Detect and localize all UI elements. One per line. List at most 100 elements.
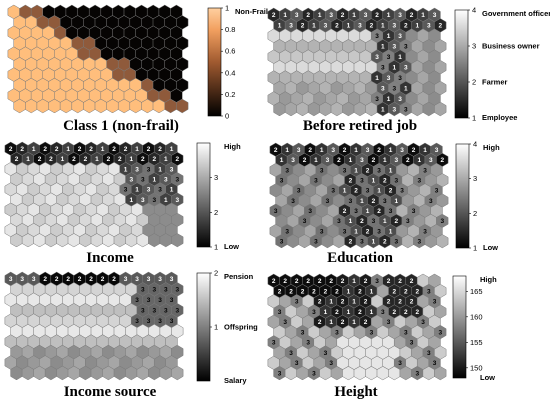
hex-cell-number: 2 xyxy=(118,156,122,163)
hex-cell-number: 2 xyxy=(377,208,381,215)
colorbar-tick-label: 160 xyxy=(470,312,483,321)
hex-cell-number: 3 xyxy=(404,44,408,51)
hex-cell-number: 3 xyxy=(326,157,330,164)
hex-cell-number: 3 xyxy=(360,178,364,185)
hex-cell-number: 3 xyxy=(283,319,287,326)
colorbar-tick-label: 4 xyxy=(472,6,476,15)
hex-cell-number: 2 xyxy=(343,147,347,154)
hex-cell-number: 2 xyxy=(389,188,393,195)
hex-cell-number: 1 xyxy=(366,208,370,215)
hex-cell-number: 3 xyxy=(141,197,145,204)
hex-cell-number: 2 xyxy=(124,146,128,153)
hex-cell-number: 3 xyxy=(331,188,335,195)
hex-cell-number: 3 xyxy=(440,218,444,225)
panel-title-income-source: Income source xyxy=(64,384,157,400)
colorbar-tick-label: 165 xyxy=(470,287,483,296)
hex-cell-number: 3 xyxy=(32,276,36,283)
hex-cell-number: 2 xyxy=(274,147,278,154)
hex-cell-number: 2 xyxy=(43,276,47,283)
hex-cell-number: 3 xyxy=(135,166,139,173)
hex-cell-number: 1 xyxy=(354,147,358,154)
colorbar-tick-label: 0.4 xyxy=(225,68,235,77)
hex-cell-number: 2 xyxy=(412,147,416,154)
colorbar-gradient xyxy=(454,9,469,119)
hex-cell-number: 2 xyxy=(289,288,293,295)
hex-cell-number: 2 xyxy=(387,278,391,285)
hex-cell-number: 3 xyxy=(398,12,402,19)
hex-cell-number: 3 xyxy=(404,65,408,72)
hexgrid-job: 2 1 3 2 1 3 2 1 3 2 1 3 2 1 31 3 2 1 3 2 1 3 2 1 3 2 1 3 23 1 31 3 33 3 13… xyxy=(267,7,447,117)
hex-cell-number: 3 xyxy=(383,198,387,205)
hex-cell-number: 2 xyxy=(283,278,287,285)
hex-cell-number: 2 xyxy=(38,156,42,163)
colorbar-tick-label: 3 xyxy=(473,174,477,183)
colorbar-tick-label: 0.8 xyxy=(225,25,235,34)
hex-cell-number: 2 xyxy=(295,278,299,285)
hex-cell-number: 3 xyxy=(312,370,316,377)
hex-cell-number: 3 xyxy=(427,23,431,30)
hex-cell-number: 2 xyxy=(301,288,305,295)
hex-cell-number: 3 xyxy=(398,360,402,367)
hex-cell-number: 2 xyxy=(337,157,341,164)
hex-cell-number: 2 xyxy=(410,299,414,306)
hex-cell-number: 1 xyxy=(383,218,387,225)
panel-job: 2 1 3 2 1 3 2 1 3 2 1 3 2 1 31 3 2 1 3 2 1 3 2 1 3 2 1 3 23 1 31 3 33 3 13… xyxy=(267,6,550,134)
hex-cell-number: 1 xyxy=(349,157,353,164)
hex-cell-number: 3 xyxy=(170,297,174,304)
hex-cell-number: 2 xyxy=(410,278,414,285)
hex-cell-number: 2 xyxy=(341,299,345,306)
hex-cell-number: 1 xyxy=(329,319,333,326)
hex-cell-number: 3 xyxy=(147,297,151,304)
hex-cell-number: 2 xyxy=(375,12,379,19)
hex-cell-number: 2 xyxy=(394,218,398,225)
hex-cell-number: 3 xyxy=(278,309,282,316)
hex-cell-number: 3 xyxy=(285,228,289,235)
hex-cell-number: 3 xyxy=(158,297,162,304)
hex-cell-number: 1 xyxy=(135,187,139,194)
som-hex-cell xyxy=(434,101,447,117)
hex-cell-number: 3 xyxy=(423,167,427,174)
colorbar-tick-label: 0.6 xyxy=(225,47,235,56)
hex-cell-number: 2 xyxy=(324,288,328,295)
hex-cell-number: 1 xyxy=(158,166,162,173)
colorbar-gradient xyxy=(207,7,222,117)
hex-cell-number: 1 xyxy=(417,157,421,164)
hex-cell-number: 3 xyxy=(400,147,404,154)
hex-cell-number: 2 xyxy=(101,276,105,283)
hex-cell-number: 2 xyxy=(404,309,408,316)
hex-cell-number: 2 xyxy=(366,228,370,235)
hex-cell-number: 3 xyxy=(394,178,398,185)
hex-cell-number: 3 xyxy=(417,178,421,185)
hex-cell-number: 3 xyxy=(404,106,408,113)
panel-income-source: 3 3 3 2 2 2 2 2 2 2 3 3 3 3 33 3 3 33 3 3 33 3 3 33 3 3 3 21Pensio… xyxy=(4,269,258,400)
hex-cell-number: 3 xyxy=(175,177,179,184)
hex-cell-number: 1 xyxy=(370,309,374,316)
hex-cell-number: 3 xyxy=(406,218,410,225)
hex-cell-number: 3 xyxy=(147,276,151,283)
hex-cell-number: 3 xyxy=(301,329,305,336)
hex-cell-number: 2 xyxy=(372,157,376,164)
hex-cell-number: 2 xyxy=(66,276,70,283)
hex-cell-number: 1 xyxy=(387,96,391,103)
hex-cell-number: 3 xyxy=(360,157,364,164)
hex-cell-number: 2 xyxy=(358,309,362,316)
colorbar-tick-label: 150 xyxy=(470,363,483,372)
hex-cell-number: 3 xyxy=(158,318,162,325)
hex-cell-number: 2 xyxy=(78,146,82,153)
hex-cell-number: 3 xyxy=(295,299,299,306)
hex-cell-number: 3 xyxy=(389,208,393,215)
hex-cell-number: 1 xyxy=(347,288,351,295)
colorbar-category-label: Government officer xyxy=(482,9,550,18)
colorbar-category-label: Salary xyxy=(224,376,247,385)
hex-cell-number: 3 xyxy=(158,276,162,283)
hex-cell-number: 1 xyxy=(389,228,393,235)
hex-cell-number: 2 xyxy=(318,319,322,326)
hex-cell-number: 3 xyxy=(429,157,433,164)
panel-title-class1: Class 1 (non-frail) xyxy=(63,118,179,134)
hex-cell-number: 3 xyxy=(331,147,335,154)
panel-education: 2 1 3 2 1 3 2 1 3 2 1 3 2 1 31 3 2 1 3 2 1 3 2 1 3 2 1 3 23 3 3 1 2 3 1 33 3… xyxy=(269,140,500,266)
hex-cell-number: 3 xyxy=(141,308,145,315)
hex-cell-number: 1 xyxy=(129,197,133,204)
panel-income: 2 2 1 2 2 1 2 2 1 2 2 1 2 2 12 1 2 2 1 2 2 1 2 2 1 2 2 1 21 3 3 1 33 3 1 3 3… xyxy=(4,141,241,266)
hex-cell-number: 2 xyxy=(364,299,368,306)
